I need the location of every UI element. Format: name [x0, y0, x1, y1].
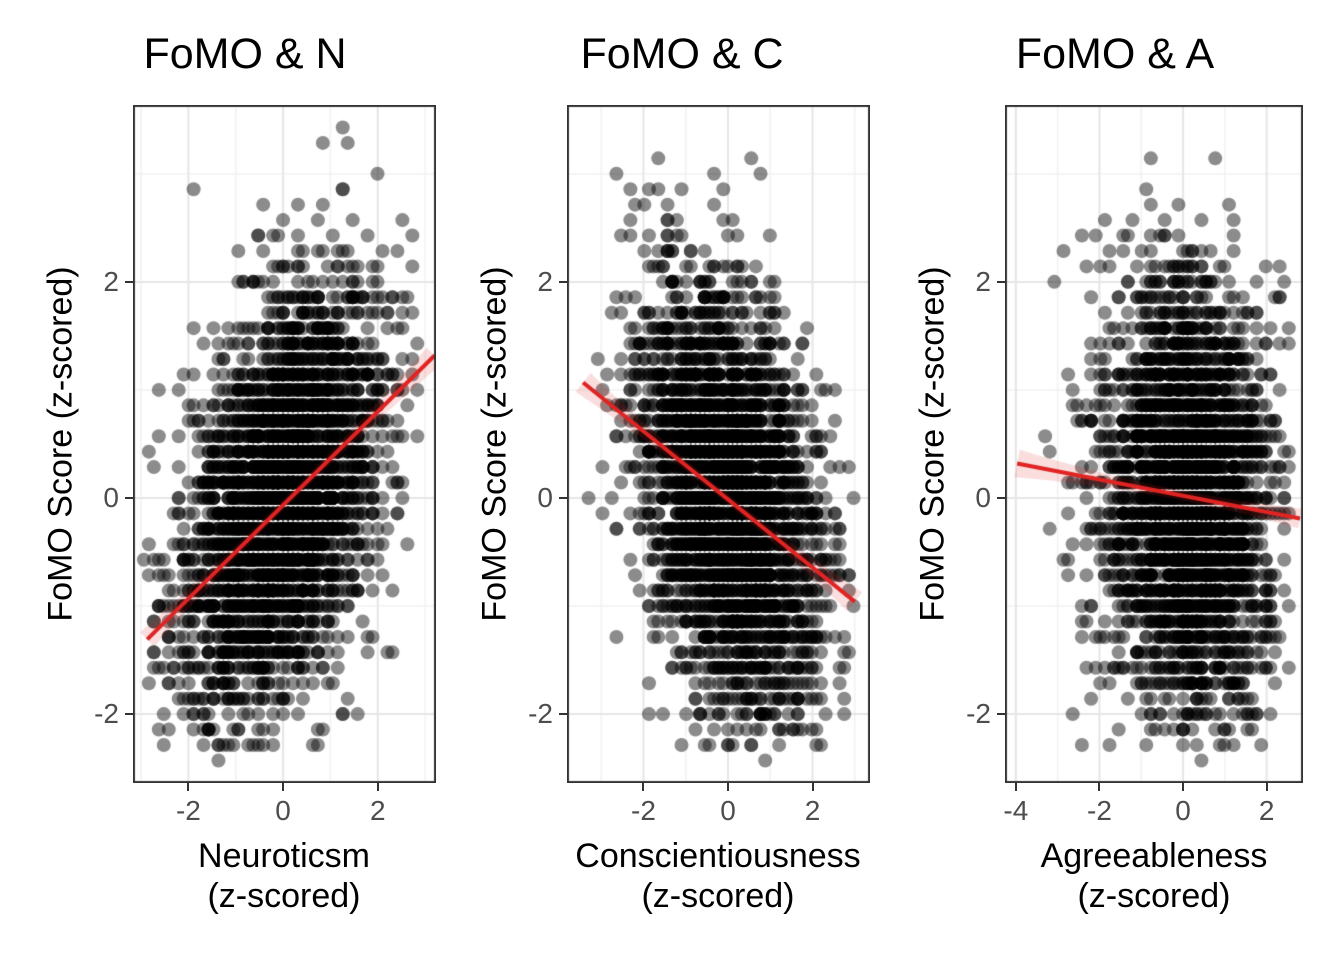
x-axis-title-line1: Neuroticsm	[198, 837, 370, 875]
x-tick-mark	[1098, 783, 1101, 791]
x-axis-title-line2: (z-scored)	[1077, 877, 1231, 915]
x-tick-label: -4	[1003, 795, 1029, 826]
x-axis-title-line2: (z-scored)	[207, 877, 361, 915]
scatter-panel-fomo-n	[133, 105, 436, 783]
y-tick-label: 2	[537, 266, 553, 298]
y-tick-label: -2	[966, 697, 991, 729]
y-axis-title-3: FoMO Score (z-scored)	[913, 266, 952, 622]
y-tick-mark	[125, 712, 133, 715]
x-tick-label: 2	[369, 795, 386, 826]
x-tick-label: 0	[1175, 795, 1191, 826]
y-tick-mark	[997, 712, 1005, 715]
scatter-panel-fomo-c	[567, 105, 870, 783]
x-tick-mark	[727, 783, 729, 791]
y-tick-mark	[125, 281, 133, 284]
x-tick-mark	[642, 783, 645, 791]
x-axis-title-agreeableness: Agreeableness (z-scored)	[934, 836, 1344, 916]
x-tick-label: 0	[275, 795, 291, 826]
scatter-panel-fomo-a	[1005, 105, 1303, 783]
y-tick-mark	[997, 281, 1005, 284]
y-tick-mark	[559, 712, 567, 715]
plot-title-fomo-n: FoMO & N	[143, 30, 347, 78]
x-tick-mark	[1182, 783, 1185, 791]
y-tick-label: 0	[537, 481, 553, 513]
x-tick-mark	[376, 783, 379, 791]
x-axis-title-line1: Agreeableness	[1040, 837, 1268, 875]
x-tick-label: 0	[720, 795, 736, 826]
x-tick-label: 2	[804, 795, 821, 826]
x-tick-mark	[282, 783, 285, 791]
y-tick-mark	[997, 496, 1005, 499]
y-axis-title-2: FoMO Score (z-scored)	[475, 266, 514, 622]
y-tick-label: -2	[528, 697, 553, 729]
plot-title-fomo-c: FoMO & C	[580, 30, 784, 78]
y-tick-mark	[125, 496, 133, 499]
x-tick-label: -2	[175, 795, 201, 826]
y-tick-mark	[559, 496, 567, 499]
y-tick-label: 2	[975, 266, 991, 298]
y-tick-mark	[559, 281, 567, 284]
y-tick-label: -2	[94, 697, 119, 729]
x-axis-title-neuroticsm: Neuroticsm (z-scored)	[64, 836, 504, 916]
x-tick-label: 2	[1258, 795, 1275, 826]
y-axis-title-1: FoMO Score (z-scored)	[41, 266, 80, 622]
plot-title-fomo-a: FoMO & A	[1015, 30, 1215, 78]
y-tick-label: 0	[103, 481, 119, 513]
x-tick-label: -2	[1087, 795, 1112, 826]
x-tick-mark	[1265, 783, 1268, 791]
x-tick-label: -2	[631, 795, 656, 826]
x-tick-mark	[187, 783, 190, 791]
x-tick-mark	[1014, 783, 1017, 791]
x-axis-title-conscientiousness: Conscientiousness (z-scored)	[498, 836, 938, 916]
x-axis-title-line2: (z-scored)	[641, 877, 795, 915]
x-tick-mark	[811, 783, 814, 791]
x-axis-title-line1: Conscientiousness	[575, 837, 861, 875]
y-tick-label: 0	[975, 481, 991, 513]
y-tick-label: 2	[103, 266, 119, 298]
